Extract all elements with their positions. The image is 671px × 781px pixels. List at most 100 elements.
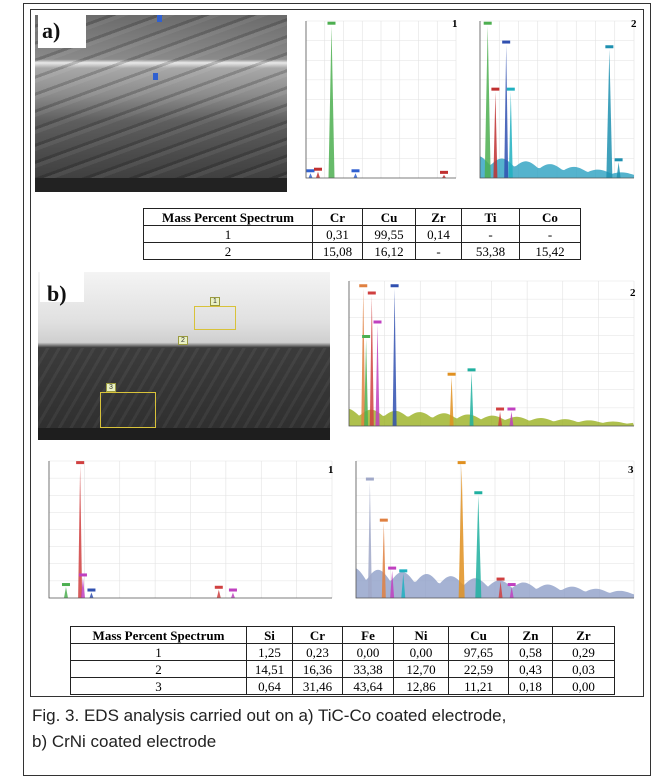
peak [316, 171, 320, 178]
table-cell: 12,70 [393, 660, 449, 678]
peak [63, 587, 68, 598]
caption-line: b) CrNi coated electrode [32, 732, 217, 751]
table-cell: 0,00 [342, 643, 394, 661]
point-marker [153, 73, 158, 80]
peak [469, 372, 474, 426]
header-cell: Mass Percent Spectrum [143, 208, 313, 226]
peak [401, 573, 406, 598]
table-cell: 0,00 [552, 677, 615, 695]
table-cell: - [415, 242, 462, 260]
texture [38, 347, 330, 440]
table-cell: 15,42 [519, 242, 581, 260]
peak-tag [502, 40, 511, 44]
peak-tag [76, 461, 85, 465]
table-cell: 97,65 [448, 643, 509, 661]
table-row: 3 0,64 31,46 43,64 12,86 11,21 0,18 0,00 [70, 677, 615, 695]
area-box [194, 306, 236, 330]
peak-tag [78, 573, 87, 577]
axes [479, 21, 634, 179]
peak-tag [457, 461, 466, 465]
eds-spectrum [342, 455, 640, 612]
peak-tag [359, 284, 368, 288]
table-cell: 2 [143, 242, 313, 260]
table-cell: 0,14 [415, 225, 462, 243]
peak-tag [440, 170, 448, 174]
header-row: Mass Percent Spectrum Si Cr Fe Ni Cu Zn Zr [70, 626, 615, 644]
peak [216, 589, 221, 598]
table-a: Mass Percent Spectrum Cr Cu Zr Ti Co 1 0,31 99,5… [143, 208, 581, 260]
peak-tag [506, 87, 515, 91]
axes [305, 21, 456, 179]
header-cell: Zr [552, 626, 615, 644]
peak [508, 91, 513, 178]
peak [369, 295, 374, 426]
axes [348, 281, 634, 427]
spectrum-number: 1 [328, 464, 334, 476]
table-cell: 0,43 [508, 660, 553, 678]
peak-tag [605, 45, 614, 49]
background-signal [356, 568, 634, 598]
peak-tag [390, 284, 399, 288]
table-cell: 0,64 [246, 677, 293, 695]
table-cell: 2 [70, 660, 247, 678]
peak [381, 522, 386, 598]
header-cell: Ti [461, 208, 520, 226]
spectrum-number: 1 [452, 18, 458, 30]
peak [390, 570, 395, 598]
plot-bg [35, 455, 338, 612]
peak [328, 25, 335, 179]
table-cell: 3 [70, 677, 247, 695]
peak [353, 173, 358, 178]
header-cell: Ni [393, 626, 449, 644]
peak [78, 465, 83, 598]
peak [606, 49, 613, 179]
table-cell: 0,03 [552, 660, 615, 678]
peak [484, 25, 491, 179]
sem-image: 1 2 3 [38, 272, 330, 440]
marker-label: 3 [106, 383, 116, 392]
data-table: Mass Percent Spectrum Cr Cu Zr Ti Co 1 0,31 99,5… [143, 208, 581, 260]
header-cell: Fe [342, 626, 394, 644]
table-row: 1 1,25 0,23 0,00 0,00 97,65 0,58 0,29 [70, 643, 615, 661]
plot-bg [335, 275, 640, 440]
peak [449, 376, 454, 426]
table-cell: - [519, 225, 581, 243]
header-cell: Zr [415, 208, 462, 226]
peak [367, 481, 372, 598]
table-cell: 31,46 [292, 677, 343, 695]
peak-tag [314, 167, 322, 171]
table-cell: 0,18 [508, 677, 553, 695]
peak-tag [399, 569, 408, 573]
peak-tag [496, 407, 505, 411]
peak [80, 577, 85, 598]
point-marker [157, 15, 162, 22]
header-cell: Cr [292, 626, 343, 644]
spectrum-number: 3 [628, 464, 634, 476]
table-cell: 53,38 [461, 242, 520, 260]
plot-bg [292, 15, 462, 192]
peak-tag [507, 407, 516, 411]
table-cell: 14,51 [246, 660, 293, 678]
table-b: Mass Percent Spectrum Si Cr Fe Ni Cu Zn Zr 1 1,25… [70, 626, 615, 695]
peak-tag [614, 158, 623, 162]
table-cell: 0,00 [393, 643, 449, 661]
panel-label: b) [47, 281, 67, 306]
peak-tag [467, 368, 476, 372]
peak [458, 465, 465, 598]
peak-tag [362, 335, 371, 338]
peak [509, 587, 514, 598]
peak-tag [474, 491, 483, 495]
table-cell: - [461, 225, 520, 243]
eds-spectrum [335, 275, 640, 440]
peak-tag [61, 583, 70, 587]
table-cell: 16,12 [362, 242, 416, 260]
caption-line: Fig. 3. EDS analysis carried out on a) T… [32, 706, 507, 725]
table-cell: 1 [143, 225, 313, 243]
peak [361, 288, 366, 426]
area-box [100, 392, 156, 428]
peak-tag [507, 583, 516, 587]
background-signal [480, 156, 634, 178]
header-cell: Zn [508, 626, 553, 644]
panel-label: a) [42, 18, 61, 43]
